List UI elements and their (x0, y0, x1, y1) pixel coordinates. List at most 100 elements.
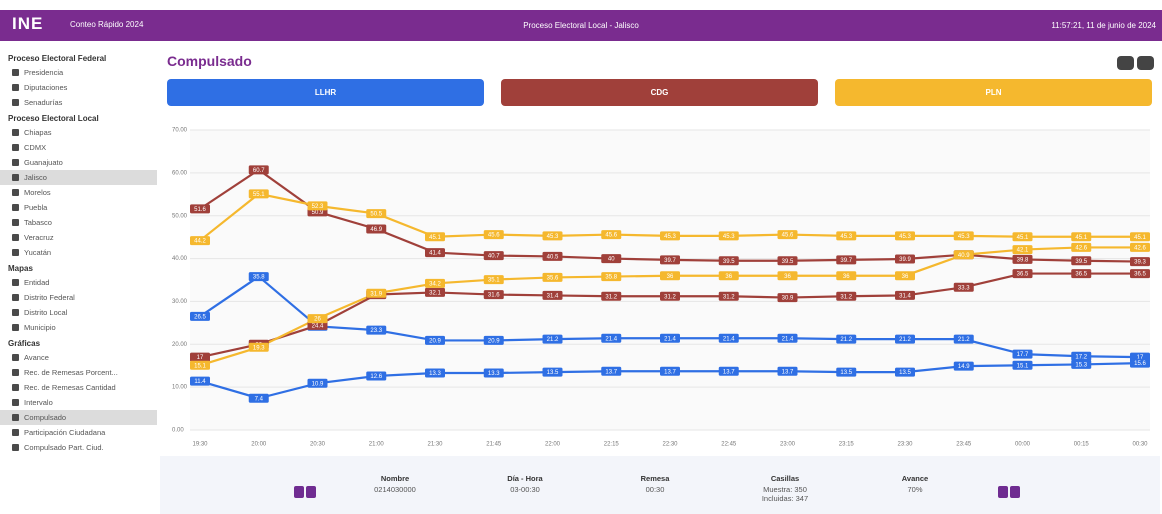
value-label-box (601, 230, 622, 240)
nav-item[interactable]: Rec. de Remesas Cantidad (0, 380, 157, 395)
value-label: 40 (608, 257, 615, 263)
value-label: 21.4 (723, 336, 735, 342)
nav-item[interactable]: Participación Ciudadana (0, 425, 157, 440)
candidate-button[interactable]: CDG (501, 79, 818, 106)
value-label-box (895, 367, 915, 377)
nav-item[interactable]: Distrito Local (0, 305, 157, 320)
info-field: Avance 70% (860, 474, 970, 494)
candidate-button[interactable]: LLHR (167, 79, 484, 106)
page-title: Compulsado (167, 53, 252, 69)
value-label: 30.9 (782, 296, 794, 302)
nav-item[interactable]: Municipio (0, 320, 157, 335)
nav-item[interactable]: Senadurías (0, 95, 157, 110)
y-tick-label: 50.00 (172, 213, 188, 219)
candidate-button[interactable]: PLN (835, 79, 1152, 106)
value-label: 10.9 (312, 381, 324, 387)
x-tick-label: 22:15 (604, 442, 620, 448)
value-label-box (953, 282, 974, 292)
nav-item[interactable]: Yucatán (0, 245, 157, 260)
value-label: 13.7 (664, 369, 676, 375)
header: INE Conteo Rápido 2024 Proceso Electoral… (0, 10, 1162, 41)
nav-item[interactable]: Tabasco (0, 215, 157, 230)
nav-item[interactable]: Rec. de Remesas Porcent... (0, 365, 157, 380)
download-button[interactable] (1137, 56, 1154, 70)
nav-item[interactable]: Morelos (0, 185, 157, 200)
value-label: 42.1 (1017, 248, 1029, 254)
first-button[interactable] (294, 486, 304, 498)
nav-item[interactable]: Chiapas (0, 125, 157, 140)
value-label: 26.5 (194, 315, 206, 321)
icon (12, 294, 19, 301)
value-label-box (895, 334, 915, 344)
nav-label: Jalisco (24, 173, 47, 182)
nav-item[interactable]: Compulsado Part. Ciud. (0, 440, 157, 455)
value-label-box (1130, 269, 1150, 279)
value-label: 13.5 (547, 370, 559, 376)
value-label: 24.4 (312, 324, 324, 330)
info-label: Nombre (380, 474, 410, 483)
value-label: 31.2 (840, 294, 852, 300)
value-label: 31.4 (547, 294, 559, 300)
app-name: Conteo Rápido 2024 (70, 20, 144, 29)
icon (12, 234, 19, 241)
nav-item[interactable]: Distrito Federal (0, 290, 157, 305)
value-label-box (483, 230, 504, 240)
refresh-button[interactable] (1117, 56, 1134, 70)
nav-item[interactable]: Veracruz (0, 230, 157, 245)
x-tick-label: 00:15 (1074, 442, 1090, 448)
value-label: 17 (197, 355, 204, 361)
nav-item[interactable]: Puebla (0, 200, 157, 215)
x-tick-label: 00:30 (1132, 442, 1148, 448)
value-label: 40.5 (547, 255, 559, 261)
info-value: Muestra: 350 (763, 485, 807, 494)
info-label: Casillas (770, 474, 800, 483)
prev-button[interactable] (306, 486, 316, 498)
info-panel: Nombre 0214030000 Día - Hora 03-00:30 Remesa… (160, 456, 1160, 514)
value-label: 45.1 (429, 235, 441, 241)
x-tick-label: 23:15 (839, 442, 855, 448)
icon (12, 249, 19, 256)
value-label: 52.3 (312, 204, 324, 210)
x-tick-label: 20:00 (251, 442, 267, 448)
nav-item[interactable]: Compulsado (0, 410, 157, 425)
value-label-box (307, 201, 328, 211)
value-label: 12.6 (370, 374, 382, 380)
nav-item[interactable]: Jalisco (0, 170, 157, 185)
last-button[interactable] (1010, 486, 1020, 498)
value-label: 45.3 (899, 234, 911, 240)
nav-item[interactable]: Entidad (0, 275, 157, 290)
nav-item[interactable]: Guanajuato (0, 155, 157, 170)
icon (12, 189, 19, 196)
value-label: 11.4 (194, 379, 206, 385)
icon (12, 159, 19, 166)
value-label-box (660, 366, 680, 376)
nav-item[interactable]: Intervalo (0, 395, 157, 410)
value-label: 23.3 (370, 328, 382, 334)
icon (12, 204, 19, 211)
value-label-box (425, 232, 445, 242)
nav-item[interactable]: Diputaciones (0, 80, 157, 95)
icon (12, 324, 19, 331)
nav-item[interactable]: Avance (0, 350, 157, 365)
value-label-box (542, 251, 563, 261)
nav-label: Distrito Federal (24, 293, 75, 302)
value-label-box (836, 367, 857, 377)
nav-item[interactable]: CDMX (0, 140, 157, 155)
value-label: 45.6 (605, 233, 617, 239)
icon (12, 429, 19, 436)
value-label: 31.4 (899, 294, 911, 300)
icon (12, 219, 19, 226)
value-label-box (1012, 360, 1033, 370)
info-field: Remesa 00:30 (600, 474, 710, 494)
next-button[interactable] (998, 486, 1008, 498)
value-label: 35.6 (547, 276, 559, 282)
value-label: 45.1 (1075, 235, 1087, 241)
x-tick-label: 21:30 (427, 442, 443, 448)
value-label: 36 (784, 274, 791, 280)
value-label-box (425, 278, 445, 288)
nav-item[interactable]: Presidencia (0, 65, 157, 80)
value-label: 41.4 (429, 251, 441, 257)
value-label: 15.3 (1075, 363, 1087, 369)
value-label: 40.9 (958, 253, 970, 259)
info-label: Avance (901, 474, 929, 483)
